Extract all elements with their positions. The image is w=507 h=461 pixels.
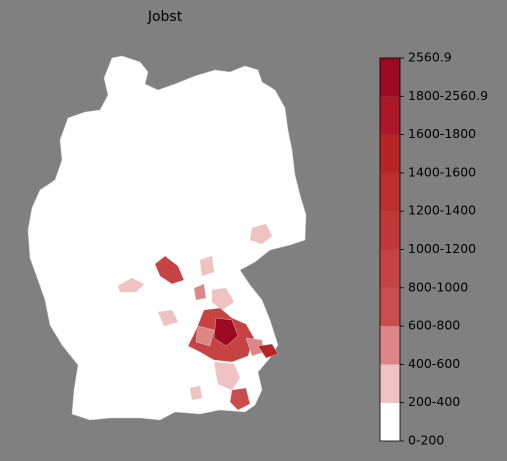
district (213, 317, 239, 347)
district (199, 255, 215, 277)
district (154, 255, 185, 285)
district (213, 361, 241, 391)
district-highlights (117, 223, 279, 411)
district (211, 287, 235, 311)
colorbar-label: 400-600 (408, 356, 460, 371)
colorbar-label: 600-800 (408, 318, 460, 333)
colorbar-label: 1600-1800 (408, 126, 476, 141)
colorbar-segment (380, 211, 400, 250)
district (193, 283, 207, 301)
colorbar-label: 1200-1400 (408, 203, 476, 218)
map-title: Jobst (147, 9, 183, 25)
colorbar-segment (380, 172, 400, 212)
district (249, 223, 273, 245)
colorbar-label: 2560.9 (408, 50, 452, 65)
colorbar-segment (380, 326, 400, 365)
colorbar-label: 1800-2560.9 (408, 88, 488, 103)
colorbar-label: 1000-1200 (408, 241, 476, 256)
colorbar-label: 200-400 (408, 394, 460, 409)
colorbar-segment (380, 96, 400, 135)
district (189, 385, 203, 401)
colorbar-segment (380, 249, 400, 288)
district (229, 387, 251, 411)
colorbar-segment (380, 134, 400, 173)
district (117, 277, 145, 293)
colorbar-label: 1400-1600 (408, 164, 476, 179)
colorbar-segment (380, 58, 400, 97)
colorbar-label: 800-1000 (408, 279, 468, 294)
district (257, 343, 279, 359)
colorbar-segment (380, 402, 400, 441)
colorbar: 0-200 200-400 400-600 600-800 800-1000 1000-1… (379, 50, 488, 448)
colorbar-segment (380, 364, 400, 403)
district (195, 325, 215, 347)
colorbar-label: 0-200 (408, 433, 444, 448)
colorbar-segment (380, 287, 400, 327)
district (157, 309, 179, 327)
